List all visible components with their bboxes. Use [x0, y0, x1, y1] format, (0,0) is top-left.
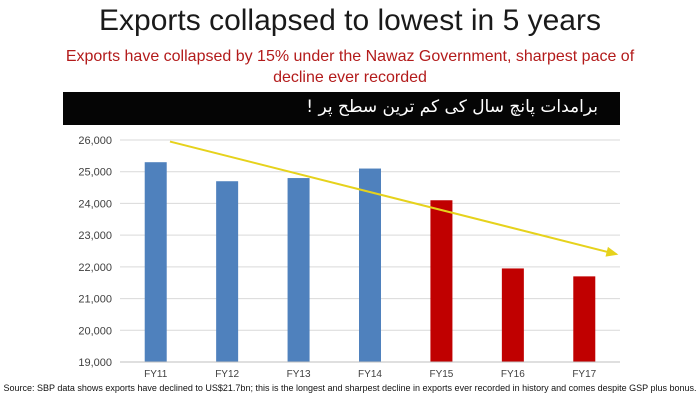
bar-fy13 [287, 178, 310, 362]
bar-fy15 [430, 200, 453, 362]
trend-arrowhead [605, 246, 619, 257]
source-note: Source: SBP data shows exports have decl… [3, 383, 697, 393]
y-tick-label: 20,000 [78, 325, 112, 337]
x-tick-label: FY16 [501, 369, 525, 380]
urdu-banner: برامدات پانچ سال کی کم ترین سطح پر ! [63, 92, 620, 125]
trend-line [169, 140, 617, 256]
x-tick-label: FY13 [287, 369, 311, 380]
y-tick-label: 23,000 [78, 230, 112, 242]
x-tick-label: FY17 [572, 369, 596, 380]
y-tick-label: 25,000 [78, 167, 112, 179]
bar-fy17 [573, 276, 596, 362]
urdu-banner-text: برامدات پانچ سال کی کم ترین سطح پر ! [306, 97, 598, 117]
x-tick-label: FY14 [358, 369, 382, 380]
bar-fy16 [501, 268, 524, 362]
x-axis-ticks: FY11 FY12 FY13 FY14 FY15 FY16 FY17 [144, 369, 597, 380]
y-tick-label: 26,000 [78, 135, 112, 147]
trend-arrow [169, 140, 619, 257]
bar-fy11 [144, 162, 167, 362]
y-tick-label: 21,000 [78, 294, 112, 306]
y-tick-label: 22,000 [78, 262, 112, 274]
page-subtitle: Exports have collapsed by 15% under the … [65, 48, 635, 86]
x-tick-label: FY12 [215, 369, 239, 380]
x-tick-label: FY11 [144, 369, 168, 380]
bar-fy14 [359, 168, 381, 362]
x-tick-label: FY15 [429, 369, 453, 380]
page-title: Exports collapsed to lowest in 5 years [99, 4, 601, 37]
y-tick-label: 24,000 [78, 198, 112, 210]
bar-fy12 [216, 181, 239, 362]
chart-bars [144, 162, 596, 362]
y-tick-label: 19,000 [78, 357, 112, 369]
y-axis-ticks: 19,000 20,000 21,000 22,000 23,000 24,000 25,0… [78, 135, 112, 369]
